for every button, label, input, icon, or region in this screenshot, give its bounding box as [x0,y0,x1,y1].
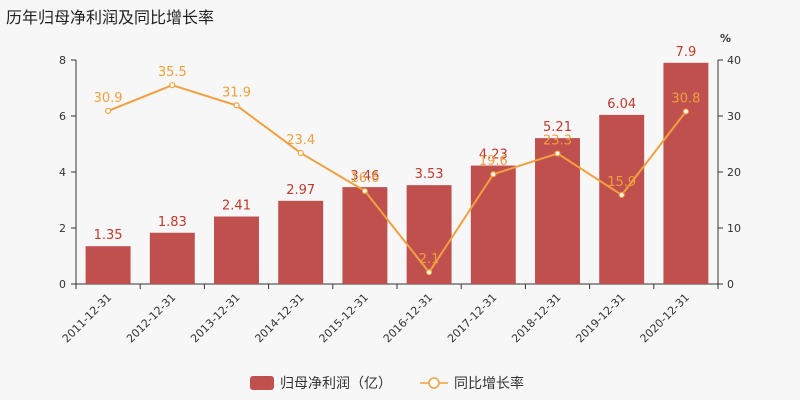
growth-point [361,187,368,195]
bar-value-label: 5.21 [543,120,572,135]
bar-value-label: 1.83 [158,215,187,230]
bar [85,246,131,284]
left-tick-label: 6 [59,110,66,123]
bar [342,187,388,284]
left-tick-label: 4 [59,166,66,179]
right-tick-label: 0 [727,278,734,291]
x-tick-label: 2017-12-31 [445,291,499,345]
x-tick-label: 2013-12-31 [188,291,242,345]
bar [535,138,580,284]
left-tick-label: 2 [59,222,66,235]
bar-value-label: 7.9 [676,45,697,60]
right-tick-label: 40 [727,54,741,67]
growth-value-label: 2.1 [419,252,440,267]
bar [663,62,709,284]
growth-point [104,107,112,115]
legend-bar-swatch [250,376,274,390]
x-tick-label: 2020-12-31 [638,291,692,345]
left-tick-label: 0 [59,278,66,291]
bar [214,216,259,284]
right-tick-label: 10 [727,222,741,235]
growth-value-label: 15.9 [607,175,636,190]
legend-line-marker [428,377,440,389]
x-tick-label: 2018-12-31 [509,291,563,345]
legend-bar-label: 归母净利润（亿） [280,375,392,392]
x-tick-label: 2014-12-31 [252,291,306,345]
chart-title: 历年归母净利润及同比增长率 [6,8,215,27]
growth-point [297,149,304,157]
left-tick-label: 8 [59,54,66,67]
bar [599,114,645,284]
growth-value-label: 16.6 [350,171,379,186]
growth-value-label: 30.8 [671,92,700,107]
growth-value-label: 23.3 [543,134,572,149]
bar-value-label: 2.41 [222,199,251,214]
growth-line [107,84,687,274]
bar [406,185,452,284]
growth-point [233,102,240,109]
right-tick-label: 20 [727,166,741,179]
x-tick-label: 2015-12-31 [317,291,371,345]
bar-value-label: 2.97 [286,183,315,198]
legend-line-label: 同比增长率 [454,375,524,392]
growth-value-label: 19.6 [479,154,508,169]
bar [470,165,516,284]
x-tick-label: 2012-12-31 [124,291,178,345]
bar-value-label: 3.46 [350,169,379,184]
bar-value-label: 3.53 [415,167,444,182]
x-tick-label: 2011-12-31 [60,291,114,345]
growth-point [554,150,561,157]
bar-value-label: 4.23 [479,148,508,163]
bar [149,232,195,284]
growth-point [490,171,497,178]
bar-value-label: 6.04 [607,97,636,112]
x-tick-label: 2016-12-31 [381,291,435,345]
growth-point [169,82,176,89]
bar [278,200,324,284]
growth-value-label: 23.4 [286,133,315,148]
right-axis-unit: % [720,32,731,45]
growth-point [426,269,433,276]
growth-point [618,191,625,199]
right-tick-label: 30 [727,110,741,123]
growth-value-label: 31.9 [222,85,251,100]
x-tick-label: 2019-12-31 [573,291,627,345]
bar-value-label: 1.35 [94,228,123,243]
growth-point [682,108,690,115]
growth-value-label: 35.5 [158,65,187,80]
growth-value-label: 30.9 [94,91,123,106]
